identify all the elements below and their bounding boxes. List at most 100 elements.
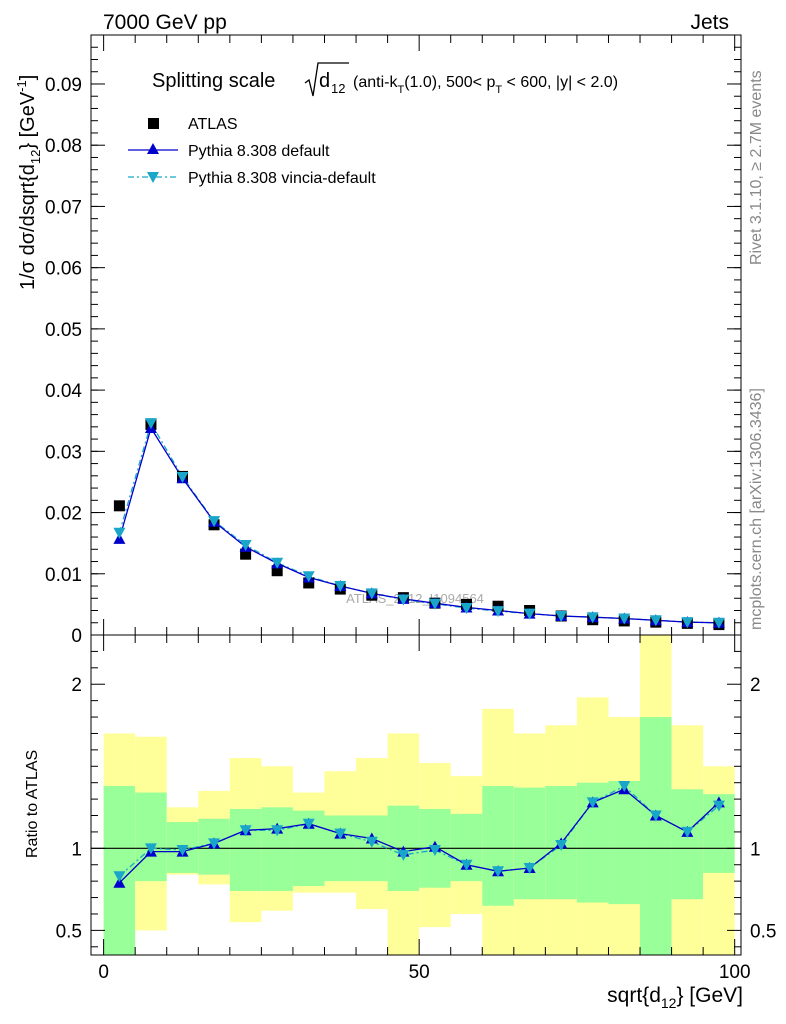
ratio-vincia-point — [208, 838, 221, 850]
uncertainty-band-inner — [513, 787, 546, 900]
ratio-vincia-point — [365, 836, 378, 848]
vincia-point — [334, 581, 347, 593]
uncertainty-band-inner — [482, 785, 514, 906]
header-right: Jets — [690, 11, 729, 34]
legend-label-default: Pythia 8.308 default — [188, 143, 330, 160]
ratio-vincia-point — [113, 871, 126, 883]
legend-label-atlas: ATLAS — [188, 116, 238, 133]
ratio-vincia-point — [712, 800, 725, 812]
ratio-vincia-point — [555, 840, 568, 852]
ratio-frame — [90, 634, 742, 956]
ratio-xtick-label: 0 — [98, 962, 109, 983]
ratio-vincia-point — [239, 825, 252, 837]
vincia-point — [302, 571, 315, 583]
ratio-line-vincia — [118, 785, 720, 877]
ratio-ytick-label: 2 — [71, 675, 82, 696]
title-suffix-c: < 600, |y| < 2.0) — [502, 74, 618, 91]
uncertainty-band-inner — [608, 781, 641, 905]
ratio-vincia-point — [523, 863, 536, 875]
atlas-point — [113, 500, 125, 512]
ratio-vincia-point — [334, 828, 347, 840]
uncertainty-band-inner — [229, 808, 262, 891]
uncertainty-band-inner — [450, 813, 483, 882]
main-ytick-label: 0.05 — [45, 320, 82, 341]
vincia-point — [523, 608, 536, 620]
vincia-point — [712, 617, 725, 629]
vincia-point — [271, 557, 284, 569]
title-suffix-group: (anti-kT(1.0), 500< pT < 600, |y| < 2.0) — [353, 74, 618, 96]
ratio-vincia-point — [428, 844, 441, 856]
main-ytick-label: 0.02 — [45, 504, 82, 525]
ratio-vincia-point — [176, 844, 189, 856]
legend-marker-vincia — [147, 172, 159, 183]
vincia-point — [428, 598, 441, 610]
ratio-ytick-label-right: 0.5 — [750, 921, 776, 942]
ratio-xtick-label: 50 — [409, 962, 430, 983]
chart-title: Splitting scale d 12 (anti-kT(1.0), 500<… — [152, 62, 618, 97]
atlas-point — [240, 548, 252, 560]
title-prefix: Splitting scale — [152, 70, 275, 92]
ratio-vincia-point — [586, 797, 599, 809]
uncertainty-band-inner — [261, 807, 293, 891]
vincia-point — [681, 617, 694, 629]
title-suffix-b: (1.0), 500< p — [404, 74, 495, 91]
rivet-version-text: Rivet 3.1.10, ≥ 2.7M events — [748, 70, 765, 265]
ratio-ylabel: Ratio to ATLAS — [24, 750, 41, 858]
ratio-vincia-point — [492, 866, 505, 878]
ratio-vincia-point — [302, 818, 315, 830]
main-panel: ATLAS_2012_I1094564 00.010.020.030.040.0… — [14, 34, 742, 647]
title-sqrt-sub: 12 — [331, 81, 345, 96]
uncertainty-band-inner — [640, 717, 672, 955]
atlas-point — [303, 577, 315, 589]
ratio-ytick-label-right: 1 — [750, 839, 761, 860]
uncertainty-band-inner — [135, 792, 167, 882]
title-suffix-a: (anti-k — [353, 74, 398, 91]
vincia-point — [144, 418, 157, 430]
ratio-vincia-point — [618, 780, 631, 792]
legend: ATLAS Pythia 8.308 default Pythia 8.308 … — [128, 116, 376, 187]
ratio-panel: 0.5 0.5 1 1 2 2 0 50 100 Ratio to ATLAS sqrt{d12… — [24, 634, 776, 1011]
mcplots-reference-text: mcplots.cern.ch [arXiv:1306.3436] — [748, 388, 765, 630]
ratio-line-default — [118, 788, 720, 884]
vincia-point — [397, 594, 410, 606]
ratio-vincia-point — [144, 843, 157, 855]
ratio-vincia-point — [271, 825, 284, 837]
main-ytick-label: 0.09 — [45, 75, 82, 96]
ratio-ytick-label-right: 2 — [750, 675, 761, 696]
main-ytick-label: 0.01 — [45, 565, 82, 586]
main-ytick-label: 0 — [71, 626, 82, 647]
main-ytick-label: 0.06 — [45, 259, 82, 280]
ratio-vincia-point — [460, 859, 473, 871]
ratio-default-point — [113, 876, 126, 888]
ratio-ytick-label: 0.5 — [56, 921, 82, 942]
sqrt-symbol — [304, 62, 349, 97]
main-ytick-label: 0.03 — [45, 442, 82, 463]
main-ytick-label: 0.08 — [45, 136, 82, 157]
vincia-point — [492, 606, 505, 618]
ratio-vincia-point — [681, 826, 694, 838]
ratio-vincia-point — [649, 810, 662, 822]
vincia-point — [113, 527, 126, 539]
title-sub-t2: T — [495, 84, 502, 96]
vincia-point — [618, 613, 631, 625]
vincia-point — [239, 540, 252, 551]
ratio-vincia-point — [397, 849, 410, 861]
uncertainty-band-inner — [671, 789, 704, 900]
ratio-ytick-label: 1 — [71, 839, 82, 860]
vincia-point — [649, 615, 662, 627]
ratio-xtick-label: 100 — [719, 962, 751, 983]
legend-label-vincia: Pythia 8.308 vincia-default — [188, 170, 376, 187]
atlas-point — [271, 565, 283, 577]
main-ytick-label: 0.07 — [45, 197, 82, 218]
vincia-point — [176, 472, 189, 484]
uncertainty-band-inner — [103, 785, 136, 955]
vincia-point — [365, 588, 378, 600]
legend-marker-atlas — [148, 118, 159, 129]
vincia-point — [208, 516, 221, 528]
ratio-xlabel: sqrt{d12} [GeV] — [607, 984, 743, 1011]
title-sub-t: T — [397, 84, 404, 96]
legend-marker-default — [147, 143, 159, 154]
vincia-point — [586, 612, 599, 624]
main-ylabel: 1/σ dσ/dsqrt{d12} [GeV-1] — [14, 75, 43, 290]
